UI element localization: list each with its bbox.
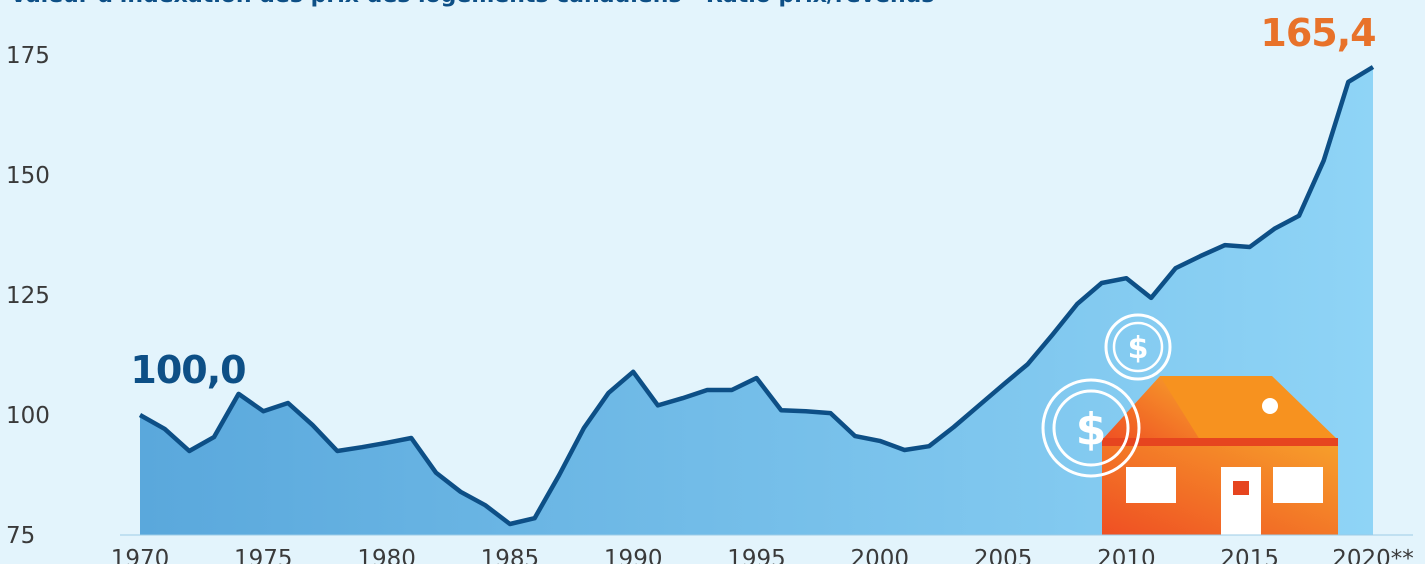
chart-title: Valeur d'indexation des prix des logemen… (10, 0, 934, 8)
x-tick-label: 2020** (1332, 546, 1414, 564)
x-tick-label: 1975 (234, 546, 293, 564)
svg-text:$: $ (1128, 331, 1149, 366)
y-tick-label: 175 (6, 43, 50, 69)
annotation: 165,4 (1260, 11, 1375, 55)
x-tick-label: 1990 (604, 546, 663, 564)
y-tick-label: 75 (6, 523, 35, 549)
x-tick-label: 2010 (1097, 546, 1156, 564)
y-tick-label: 150 (6, 163, 50, 189)
x-tick-label: 2015 (1220, 546, 1279, 564)
area (140, 67, 1373, 535)
line (138, 65, 1375, 527)
x-tick-label: 1995 (727, 546, 786, 564)
x-tick-label: 1985 (481, 546, 540, 564)
x-tick-label: 1980 (357, 546, 416, 564)
x-tick-label: 2005 (974, 546, 1033, 564)
plot (138, 65, 1375, 535)
house-illustration: $ $ (1041, 313, 1338, 535)
y-tick-label: 125 (6, 283, 50, 309)
x-tick-label: 2000 (851, 546, 910, 564)
svg-text:$: $ (1076, 404, 1107, 455)
annotation: 100,0 (130, 348, 245, 392)
y-tick-label: 100 (6, 403, 50, 429)
x-tick-label: 1970 (111, 546, 170, 564)
